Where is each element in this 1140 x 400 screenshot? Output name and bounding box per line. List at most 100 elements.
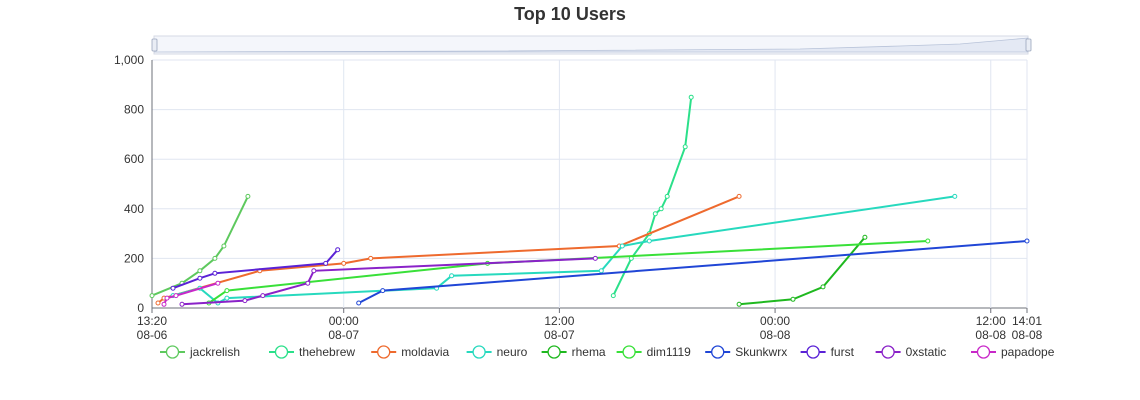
y-tick-label: 0 (137, 301, 144, 315)
data-point[interactable] (221, 243, 227, 249)
x-tick-date-label: 08-06 (137, 328, 168, 342)
axes: 02004006008001,00013:2008-0600:0008-0712… (114, 53, 1043, 342)
legend-marker (472, 345, 486, 359)
data-point[interactable] (646, 238, 652, 244)
data-point[interactable] (658, 206, 664, 212)
legend-item-jackrelish[interactable]: jackrelish (160, 345, 240, 359)
data-point[interactable] (790, 296, 796, 302)
data-zoom-slider[interactable] (151, 35, 1032, 55)
x-tick-date-label: 08-07 (544, 328, 575, 342)
data-point[interactable] (652, 211, 658, 217)
data-point[interactable] (212, 255, 218, 261)
legend-item-thehebrew[interactable]: thehebrew (269, 345, 355, 359)
legend-item-papadope[interactable]: papadope (971, 345, 1055, 359)
data-point[interactable] (242, 298, 248, 304)
data-point[interactable] (173, 293, 179, 299)
legend: jackrelish thehebrew moldavia neuro rhema dim… (160, 345, 1055, 359)
data-point[interactable] (682, 144, 688, 150)
data-point[interactable] (1024, 238, 1030, 244)
data-point[interactable] (356, 300, 362, 306)
data-point[interactable] (368, 255, 374, 261)
data-point[interactable] (305, 280, 311, 286)
chart-title: Top 10 Users (514, 4, 626, 24)
series-line (163, 282, 219, 305)
data-point[interactable] (664, 193, 670, 199)
series-layer (149, 94, 1030, 307)
legend-marker (622, 345, 636, 359)
data-point[interactable] (341, 260, 347, 266)
data-point[interactable] (688, 94, 694, 100)
data-point[interactable] (155, 300, 161, 306)
x-tick-date-label: 08-08 (975, 328, 1006, 342)
data-point[interactable] (380, 288, 386, 294)
data-point[interactable] (149, 293, 155, 299)
legend-marker (547, 345, 561, 359)
zoom-slider-left-handle[interactable] (151, 38, 158, 52)
data-point[interactable] (449, 273, 455, 279)
data-point[interactable] (212, 270, 218, 276)
data-point[interactable] (736, 301, 742, 307)
data-point[interactable] (598, 268, 604, 274)
data-point[interactable] (179, 301, 185, 307)
series-jackrelish (149, 193, 251, 299)
data-point[interactable] (820, 284, 826, 290)
y-tick-label: 600 (124, 152, 144, 166)
x-tick-label: 00:00 (760, 314, 790, 328)
data-point[interactable] (925, 238, 931, 244)
data-point[interactable] (170, 285, 176, 291)
y-tick-label: 800 (124, 103, 144, 117)
series-line (151, 195, 249, 297)
legend-label: moldavia (401, 345, 449, 359)
data-point[interactable] (862, 234, 868, 240)
zoom-slider-right-handle[interactable] (1025, 38, 1032, 52)
series-line (739, 236, 866, 306)
legend-marker (976, 345, 991, 359)
data-point[interactable] (245, 193, 251, 199)
data-point[interactable] (164, 295, 170, 301)
series-papadope (161, 280, 221, 307)
data-point[interactable] (619, 243, 625, 249)
series-furst (170, 247, 341, 291)
data-point[interactable] (323, 260, 329, 266)
data-point[interactable] (224, 295, 230, 301)
legend-label: neuro (497, 345, 528, 359)
legend-marker (881, 345, 895, 359)
data-point[interactable] (335, 247, 341, 253)
series-thehebrew (610, 94, 694, 299)
x-tick-date-label: 08-07 (328, 328, 359, 342)
series-skunkwrx (356, 238, 1030, 306)
legend-label: thehebrew (299, 345, 355, 359)
legend-label: rhema (572, 345, 606, 359)
legend-marker (806, 345, 820, 359)
data-point[interactable] (197, 268, 203, 274)
legend-label: Skunkwrx (735, 345, 787, 359)
data-point[interactable] (224, 288, 230, 294)
y-tick-label: 400 (124, 202, 144, 216)
x-tick-label: 12:00 (976, 314, 1006, 328)
data-point[interactable] (610, 293, 616, 299)
series-line (181, 257, 596, 306)
data-point[interactable] (197, 275, 203, 281)
legend-marker (165, 345, 180, 359)
data-point[interactable] (736, 193, 742, 199)
x-tick-date-label: 08-08 (1012, 328, 1043, 342)
data-point[interactable] (952, 193, 958, 199)
legend-item-dim1119[interactable]: dim1119 (616, 345, 692, 359)
legend-item-skunkwrx[interactable]: Skunkwrx (705, 345, 787, 359)
series-line (157, 195, 740, 304)
legend-item-0xstatic[interactable]: 0xstatic (875, 345, 947, 359)
data-point[interactable] (592, 255, 598, 261)
legend-label: dim1119 (647, 345, 692, 359)
legend-item-rhema[interactable]: rhema (541, 345, 606, 359)
x-tick-label: 12:00 (544, 314, 574, 328)
data-point[interactable] (161, 301, 167, 307)
data-point[interactable] (311, 268, 317, 274)
data-point[interactable] (260, 293, 266, 299)
legend-label: papadope (1001, 345, 1055, 359)
x-tick-label: 14:01 (1012, 314, 1042, 328)
legend-item-furst[interactable]: furst (800, 345, 855, 359)
data-point[interactable] (215, 280, 221, 286)
legend-item-neuro[interactable]: neuro (466, 345, 528, 359)
legend-item-moldavia[interactable]: moldavia (371, 345, 450, 359)
